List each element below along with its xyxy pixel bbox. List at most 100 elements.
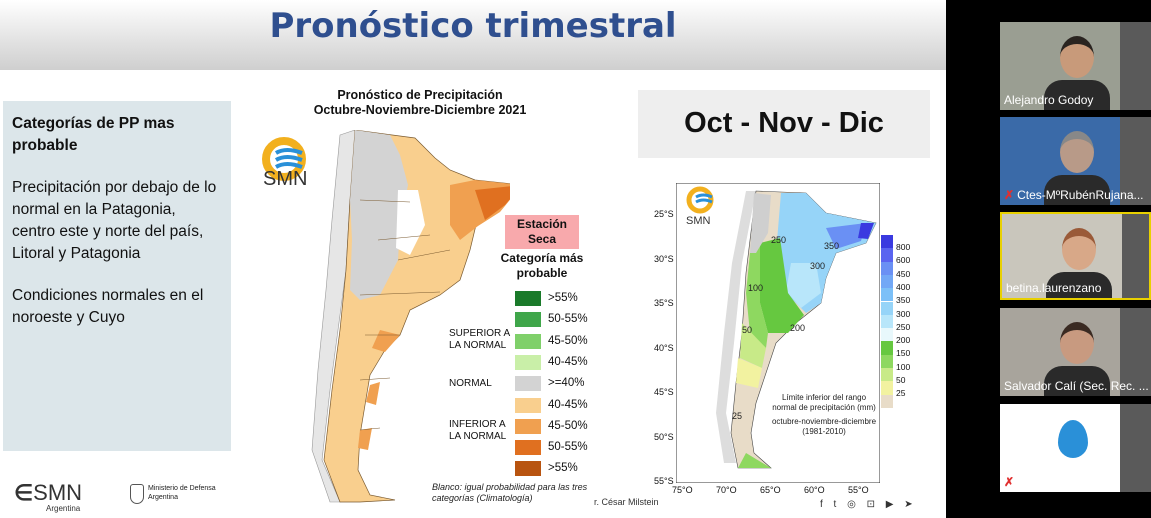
contour-label: 250 (771, 235, 786, 245)
colorbar-segment (881, 235, 893, 249)
smn-small-logo-text: SMN (686, 215, 711, 227)
participant-name: ✗ Ctes-MºRubénRujana... (1004, 188, 1144, 202)
longitude-label: 70°O (716, 485, 737, 495)
colorbar-segment (881, 381, 893, 395)
legend-swatch (515, 397, 541, 413)
participant-body (1044, 80, 1110, 110)
latitude-label: 40°S (654, 342, 674, 353)
social-icons: f t ◎ ⊡ ▶ ➤ (820, 499, 917, 510)
mic-muted-icon: ✗ (1004, 475, 1015, 489)
colorbar-segment (881, 368, 893, 382)
climatology-note: Blanco: igual probabilidad para las tres… (432, 482, 588, 503)
smn-small-logo-icon (686, 186, 714, 214)
participant-name: Salvador Calí (Sec. Rec. ... (1004, 379, 1149, 393)
participant-tile[interactable]: betina.laurenzano (1000, 212, 1151, 300)
legend-label: >=40% (548, 377, 585, 390)
longitude-label: 75°O (672, 485, 693, 495)
contour-label: 350 (824, 241, 839, 251)
forecast-title-line1: Pronóstico de Precipitación (337, 88, 503, 102)
season-label: Oct - Nov - Dic (684, 107, 884, 139)
participant-tile[interactable]: ✗ Ctes-MºRubénRujana... (1000, 117, 1151, 205)
legend-row: >55% (515, 461, 625, 477)
legend-swatch (515, 291, 541, 306)
legend-swatch (515, 354, 541, 370)
colorbar-label: 25 (896, 388, 906, 399)
map-note: Límite inferior del rango normal de prec… (770, 393, 878, 437)
season-box: Oct - Nov - Dic (638, 90, 930, 158)
colorbar-label: 50 (896, 375, 906, 385)
participant-name: betina.laurenzano (1006, 281, 1101, 295)
map-note-line1: Límite inferior del rango normal de prec… (772, 393, 876, 412)
longitude-label: 65°O (760, 485, 781, 495)
participant-body (1046, 272, 1112, 298)
legend-group-above: SUPERIOR A LA NORMAL (449, 328, 510, 351)
colorbar-label: 150 (896, 348, 911, 359)
colorbar-segment (881, 394, 893, 408)
participant-video (1000, 404, 1120, 492)
forecast-map-title: Pronóstico de Precipitación Octubre-Novi… (285, 88, 555, 118)
participant-name: ✗ Cohife Cohife (1004, 475, 1090, 489)
participant-tile[interactable]: Alejandro Godoy (1000, 22, 1151, 110)
categories-paragraph-2: Condiciones normales en el noroeste y Cu… (12, 287, 204, 326)
colorbar-segment (881, 354, 893, 368)
legend-label: >55% (548, 462, 578, 475)
map-note-line2: octubre-noviembre-diciembre (1981-2010) (771, 417, 877, 436)
colorbar-segment (881, 314, 893, 329)
contour-label: 200 (790, 323, 805, 333)
latitude-label: 45°S (654, 387, 674, 397)
legend-label: 45-50% (548, 419, 588, 432)
colorbar-segment (881, 274, 893, 289)
ministry-label: Ministerio de Defensa Argentina (148, 485, 216, 501)
latitude-label: 25°S (654, 209, 674, 219)
participant-name-text: Ctes-MºRubénRujana... (1017, 188, 1144, 202)
participant-name-text: betina.laurenzano (1006, 281, 1102, 295)
smn-logo-text: SMN (263, 168, 308, 190)
forecast-title-line2: Octubre-Noviembre-Diciembre 2021 (313, 103, 527, 117)
legend-swatch (515, 312, 541, 328)
smn-footer-sub: Argentina (46, 504, 81, 513)
colorbar-segment (881, 301, 893, 315)
legend-row: 50-55% (515, 312, 625, 328)
colorbar-label: 200 (896, 335, 911, 346)
participant-face (1062, 228, 1096, 270)
colorbar-label: 100 (896, 361, 911, 372)
slide-title: Pronóstico trimestral (269, 6, 677, 46)
latitude-label: 55°S (654, 476, 674, 486)
participant-tile[interactable]: Salvador Calí (Sec. Rec. ... (1000, 308, 1151, 396)
participant-face (1060, 36, 1094, 78)
participant-name: Alejandro Godoy (1004, 93, 1093, 107)
colorbar-label: 450 (896, 268, 911, 279)
contour-label: 50 (742, 325, 752, 335)
colorbar-label: 300 (896, 308, 911, 319)
precipitation-normal-map: 250 350 300 100 200 50 25 (676, 183, 880, 483)
legend-row: >=40% (515, 376, 625, 392)
participant-name-text: Alejandro Godoy (1004, 93, 1094, 107)
categories-panel: Categorías de PP mas probable Precipitac… (3, 101, 231, 451)
latitude-label: 50°S (654, 431, 674, 442)
participant-video (1002, 214, 1122, 298)
source-credit: r. César Milstein (594, 497, 659, 507)
colorbar-segment (881, 341, 893, 355)
shared-slide: Pronóstico trimestral Categorías de PP m… (0, 0, 946, 518)
legend-row: 50-55% (515, 440, 625, 456)
participant-face (1060, 322, 1094, 364)
legend-row: 45-50% (515, 418, 625, 435)
legend-swatch (515, 440, 541, 456)
participant-tile[interactable]: ✗ Cohife Cohife (1000, 404, 1151, 492)
categories-heading: Categorías de PP mas probable (12, 115, 175, 154)
participant-name-text: Salvador Calí (Sec. Rec. ... (1004, 379, 1149, 393)
smn-logo-icon (262, 137, 306, 181)
legend-group-normal: NORMAL (449, 378, 492, 389)
colorbar-segment (881, 328, 893, 342)
categories-paragraph-1: Precipitación por debajo de lo normal en… (12, 179, 217, 262)
legend-row: 40-45% (515, 354, 625, 371)
latitude-label: 30°S (654, 253, 674, 264)
smn-footer-logo: ∈SMN (14, 480, 83, 505)
participant-video (1000, 22, 1120, 110)
legend-title: Categoría más probable (500, 251, 584, 280)
participant-body (1044, 175, 1110, 205)
legend-label: 40-45% (548, 398, 588, 411)
legend-row: 40-45% (515, 397, 625, 414)
legend-label: 50-55% (548, 441, 588, 454)
colorbar-segment (881, 288, 893, 302)
